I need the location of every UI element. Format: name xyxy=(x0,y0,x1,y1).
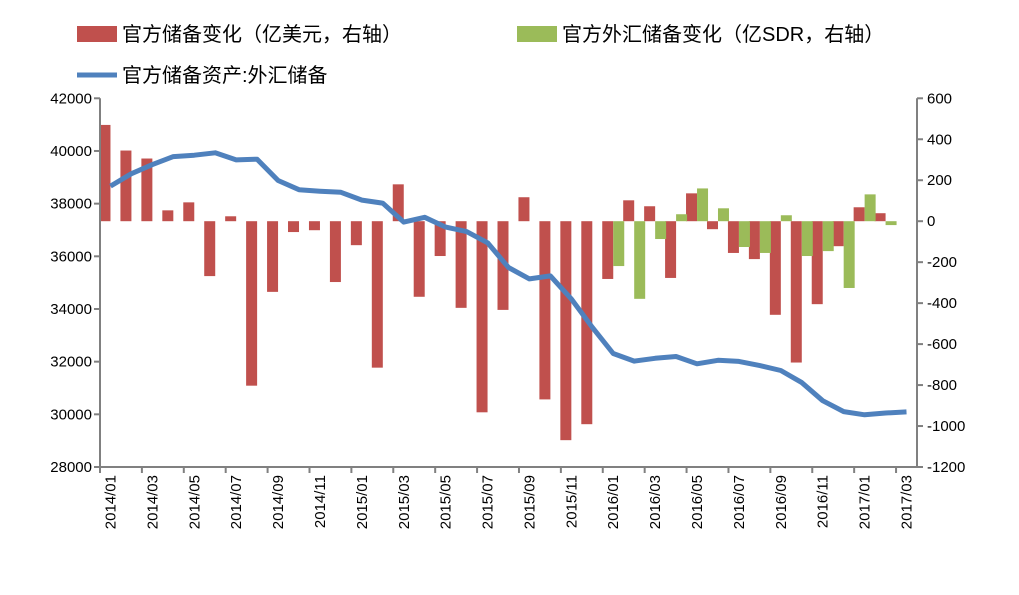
bar-reserve-change-usd xyxy=(518,197,529,221)
x-tick-label: 2014/05 xyxy=(186,475,203,529)
bar-reserve-change-usd xyxy=(162,210,173,221)
x-tick-label: 2014/03 xyxy=(144,475,161,529)
x-tick-label: 2015/07 xyxy=(480,475,497,529)
left-tick-label: 30000 xyxy=(50,406,92,423)
x-tick-label: 2016/07 xyxy=(731,475,748,529)
x-tick-label: 2014/09 xyxy=(270,475,287,529)
bar-reserve-change-usd xyxy=(560,221,571,440)
bar-fx-change-sdr xyxy=(886,221,897,225)
legend-label-fx-reserves: 官方储备资产:外汇储备 xyxy=(122,64,328,87)
bar-reserve-change-usd xyxy=(267,221,278,292)
x-tick-label: 2016/01 xyxy=(605,475,622,529)
left-tick-label: 38000 xyxy=(50,196,92,213)
bar-reserve-change-usd xyxy=(623,200,634,221)
legend: 官方储备变化（亿美元，右轴） 官方外汇储备变化（亿SDR，右轴） 官方储备资产:… xyxy=(77,23,884,87)
bar-reserve-change-usd xyxy=(414,221,425,297)
left-tick-label: 28000 xyxy=(50,459,92,476)
bar-reserve-change-usd xyxy=(477,221,488,412)
bar-reserve-change-usd xyxy=(644,206,655,221)
bar-reserve-change-usd xyxy=(183,202,194,221)
bar-reserve-change-usd xyxy=(728,221,739,253)
x-tick-label: 2014/07 xyxy=(228,475,245,529)
right-tick-label: -1000 xyxy=(927,418,965,435)
x-tick-label: 2016/03 xyxy=(647,475,664,529)
bar-fx-change-sdr xyxy=(844,221,855,288)
bar-fx-change-sdr xyxy=(718,208,729,221)
x-tick-label: 2015/03 xyxy=(396,475,413,529)
bar-reserve-change-usd xyxy=(707,221,718,229)
legend-label-fx-change-sdr: 官方外汇储备变化（亿SDR，右轴） xyxy=(562,23,884,46)
bar-reserve-change-usd xyxy=(351,221,362,245)
x-tick-label: 2014/01 xyxy=(102,475,119,529)
x-tick-label: 2016/09 xyxy=(773,475,790,529)
bar-fx-change-sdr xyxy=(697,188,708,221)
left-tick-label: 32000 xyxy=(50,354,92,371)
bar-reserve-change-usd xyxy=(833,221,844,246)
bar-fx-change-sdr xyxy=(655,221,666,239)
bar-reserve-change-usd xyxy=(309,221,320,230)
x-tick-label: 2017/01 xyxy=(857,475,874,529)
bar-fx-change-sdr xyxy=(760,221,771,253)
legend-label-reserve-change-usd: 官方储备变化（亿美元，右轴） xyxy=(122,23,402,46)
right-tick-label: 600 xyxy=(927,90,952,107)
right-tick-label: 0 xyxy=(927,213,935,230)
right-tick-label: 200 xyxy=(927,172,952,189)
right-tick-label: -800 xyxy=(927,377,957,394)
bar-reserve-change-usd xyxy=(812,221,823,304)
right-tick-label: -200 xyxy=(927,254,957,271)
x-tick-label: 2015/05 xyxy=(438,475,455,529)
left-tick-label: 36000 xyxy=(50,248,92,265)
bar-reserve-change-usd xyxy=(330,221,341,282)
left-tick-label: 40000 xyxy=(50,143,92,160)
bar-reserve-change-usd xyxy=(456,221,467,308)
bar-fx-change-sdr xyxy=(613,221,624,266)
bar-reserve-change-usd xyxy=(225,216,236,221)
bar-reserve-change-usd xyxy=(665,221,676,278)
x-tick-label: 2016/05 xyxy=(689,475,706,529)
bar-reserve-change-usd xyxy=(372,221,383,367)
bar-reserve-change-usd xyxy=(791,221,802,362)
left-tick-label: 42000 xyxy=(50,90,92,107)
bar-reserve-change-usd xyxy=(602,221,613,279)
right-tick-label: -1200 xyxy=(927,459,965,476)
x-tick-label: 2014/11 xyxy=(312,475,329,528)
left-tick-label: 34000 xyxy=(50,301,92,318)
bar-fx-change-sdr xyxy=(634,221,645,299)
bar-reserve-change-usd xyxy=(875,213,886,221)
x-tick-label: 2016/11 xyxy=(815,475,832,528)
bar-fx-change-sdr xyxy=(676,214,687,221)
bar-reserve-change-usd xyxy=(99,125,110,221)
x-tick-label: 2017/03 xyxy=(899,475,916,529)
bar-reserve-change-usd xyxy=(770,221,781,315)
bar-reserve-change-usd xyxy=(854,207,865,221)
bar-reserve-change-usd xyxy=(120,151,131,222)
bar-fx-change-sdr xyxy=(865,194,876,221)
bar-reserve-change-usd xyxy=(204,221,215,276)
plot-area: 42000 40000 38000 36000 34000 32000 30000 28000… xyxy=(50,90,965,529)
bar-reserve-change-usd xyxy=(246,221,257,385)
x-tick-label: 2015/11 xyxy=(563,475,580,528)
x-tick-label: 2015/09 xyxy=(521,475,538,529)
bar-reserve-change-usd xyxy=(749,221,760,259)
bar-fx-change-sdr xyxy=(823,221,834,251)
x-tick-label: 2015/01 xyxy=(354,475,371,529)
bar-reserve-change-usd xyxy=(539,221,550,399)
bar-reserve-change-usd xyxy=(288,221,299,232)
right-tick-label: -400 xyxy=(927,295,957,312)
legend-swatch-reserve-change-usd xyxy=(77,26,117,42)
right-tick-label: -600 xyxy=(927,336,957,353)
legend-swatch-fx-change-sdr xyxy=(517,26,557,42)
bar-fx-change-sdr xyxy=(802,221,813,256)
bar-fx-change-sdr xyxy=(739,221,750,247)
right-tick-label: 400 xyxy=(927,131,952,148)
bar-reserve-change-usd xyxy=(686,193,697,221)
bar-fx-change-sdr xyxy=(781,215,792,221)
